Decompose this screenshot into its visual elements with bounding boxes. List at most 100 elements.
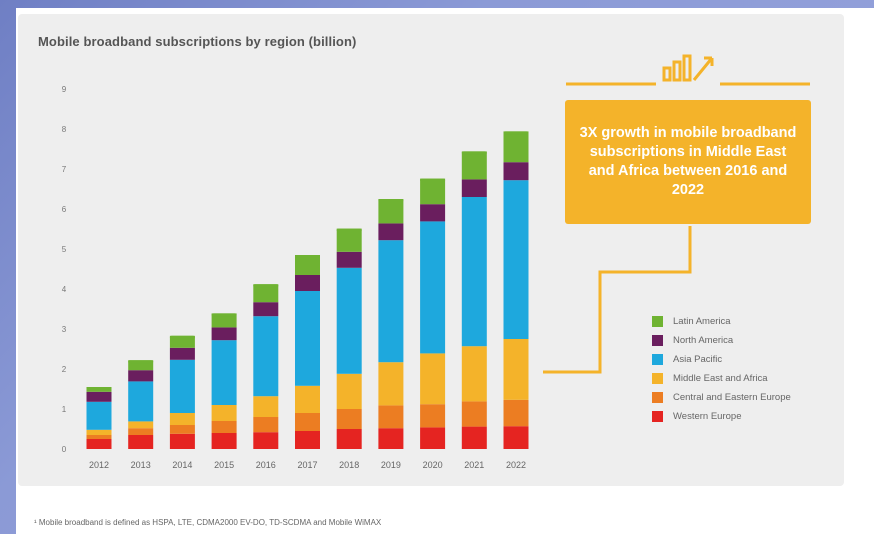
- legend-swatch: [652, 316, 663, 327]
- x-tick-label: 2022: [506, 460, 526, 470]
- bar-segment: [378, 199, 404, 224]
- legend-swatch: [652, 392, 663, 403]
- bar-segment: [86, 429, 112, 435]
- bar-cap: [295, 255, 320, 258]
- bar-segment: [503, 426, 529, 449]
- bar-segment: [295, 255, 320, 275]
- bar-cap: [86, 387, 112, 390]
- bar-segment: [420, 427, 446, 449]
- bar-segment: [336, 409, 362, 429]
- legend-item: Central and Eastern Europe: [652, 388, 852, 407]
- x-tick-label: 2012: [89, 460, 109, 470]
- bar-segment: [503, 180, 529, 339]
- bar-segment: [128, 421, 154, 429]
- bar-segment: [336, 251, 362, 268]
- bar-segment: [461, 197, 487, 347]
- bar-segment: [420, 353, 446, 405]
- bar-segment: [461, 401, 487, 427]
- legend-swatch: [652, 373, 663, 384]
- bar-segment: [378, 405, 404, 429]
- y-tick-label: 2: [62, 365, 67, 374]
- bar-cap: [378, 199, 404, 202]
- bar-segment: [169, 433, 195, 449]
- bar-segment: [420, 204, 446, 222]
- bar-cap: [336, 228, 362, 232]
- bar-segment: [420, 404, 446, 428]
- legend-swatch: [652, 354, 663, 365]
- bar-segment: [378, 362, 404, 406]
- bar-segment: [128, 360, 154, 371]
- x-tick-label: 2018: [339, 460, 359, 470]
- bar-cap: [420, 178, 446, 182]
- bar-segment: [211, 433, 237, 449]
- bar-segment: [253, 284, 279, 303]
- bar-segment: [503, 339, 529, 400]
- y-tick-label: 6: [62, 205, 67, 214]
- bar-segment: [461, 346, 487, 402]
- bar-segment: [378, 428, 404, 449]
- x-tick-label: 2021: [464, 460, 484, 470]
- legend-label: Central and Eastern Europe: [673, 392, 791, 403]
- bar-segment: [86, 401, 112, 430]
- legend-label: Western Europe: [673, 411, 742, 422]
- bar-segment: [461, 151, 487, 180]
- bar-segment: [128, 435, 154, 449]
- bar-segment: [295, 431, 320, 449]
- legend-item: Asia Pacific: [652, 350, 852, 369]
- legend-label: Latin America: [673, 316, 731, 327]
- x-tick-label: 2013: [131, 460, 151, 470]
- y-tick-label: 8: [62, 125, 67, 134]
- bar-segment: [336, 429, 362, 449]
- bar-segment: [253, 302, 279, 317]
- bar-segment: [295, 385, 320, 413]
- bar-segment: [503, 131, 529, 163]
- bar-segment: [128, 428, 154, 435]
- bar-segment: [336, 267, 362, 374]
- legend-label: North America: [673, 335, 734, 346]
- bar-cap: [503, 131, 529, 135]
- bar-segment: [211, 327, 237, 341]
- bar-segment: [295, 413, 320, 431]
- x-tick-label: 2017: [297, 460, 317, 470]
- bar-segment: [503, 399, 529, 427]
- bar-segment: [211, 313, 237, 328]
- bar-segment: [211, 405, 237, 421]
- bar-segment: [253, 432, 279, 449]
- bar-segment: [295, 275, 320, 291]
- legend-item: North America: [652, 331, 852, 350]
- bar-segment: [378, 240, 404, 363]
- y-tick-label: 3: [62, 325, 67, 334]
- bar-segment: [169, 425, 195, 434]
- legend-item: Western Europe: [652, 407, 852, 426]
- bar-segment: [169, 347, 195, 360]
- bar-segment: [211, 421, 237, 433]
- bar-cap: [211, 313, 237, 317]
- bar-segment: [211, 340, 237, 405]
- callout-connector: [543, 226, 692, 374]
- x-tick-label: 2016: [256, 460, 276, 470]
- legend-swatch: [652, 335, 663, 346]
- bar-segment: [461, 426, 487, 449]
- bar-cap: [169, 335, 195, 339]
- y-tick-label: 4: [62, 285, 67, 294]
- bar-segment: [461, 179, 487, 197]
- legend-item: Latin America: [652, 312, 852, 331]
- y-tick-label: 5: [62, 245, 67, 254]
- x-tick-label: 2014: [172, 460, 192, 470]
- bar-segment: [336, 373, 362, 409]
- bar-segment: [86, 391, 112, 402]
- callout-box: 3X growth in mobile broadband subscripti…: [565, 100, 811, 224]
- chart-title: Mobile broadband subscriptions by region…: [38, 34, 357, 49]
- bar-cap: [461, 151, 487, 155]
- legend-label: Asia Pacific: [673, 354, 723, 365]
- bar-chart-growth-icon: [566, 54, 810, 86]
- legend-swatch: [652, 411, 663, 422]
- chart-legend: Latin America North America Asia Pacific Mi…: [652, 312, 852, 426]
- bar-segment: [295, 291, 320, 386]
- bar-segment: [253, 396, 279, 417]
- bar-segment: [420, 178, 446, 205]
- y-tick-label: 9: [62, 85, 67, 94]
- bar-cap: [128, 360, 154, 364]
- x-tick-label: 2019: [381, 460, 401, 470]
